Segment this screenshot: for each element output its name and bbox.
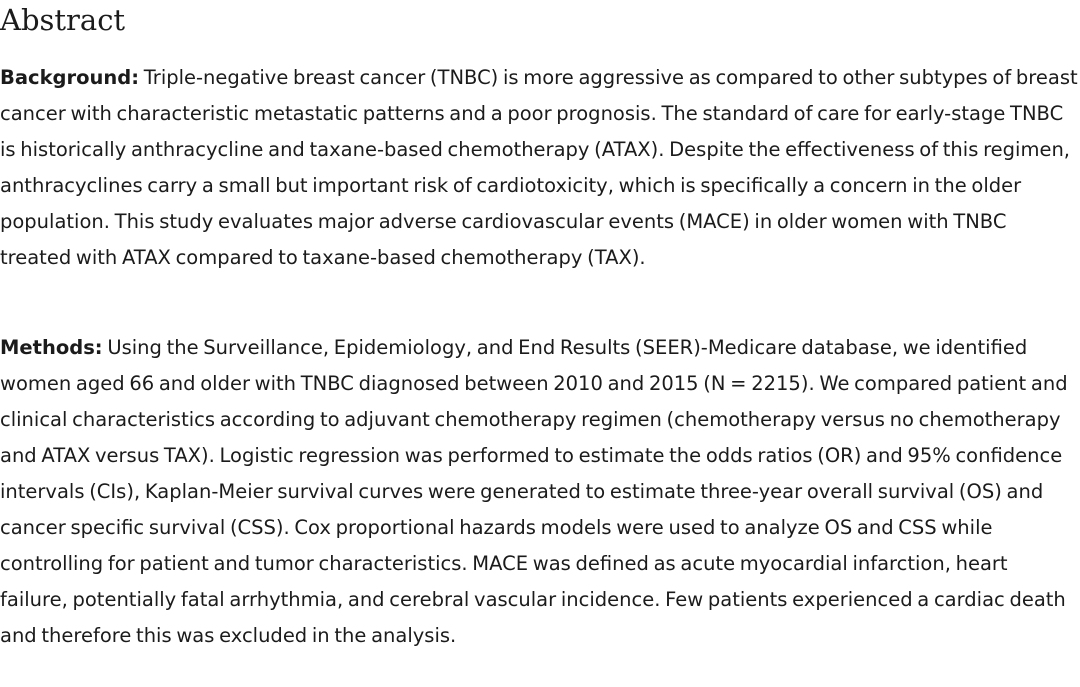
background-label: Background: (0, 66, 140, 89)
methods-text: Using the Surveillance, Epidemiology, an… (0, 336, 1068, 647)
abstract-heading: Abstract (0, 3, 126, 37)
background-text: Triple-negative breast cancer (TNBC) is … (0, 66, 1078, 269)
background-paragraph: Background: Triple-negative breast cance… (0, 60, 1078, 276)
methods-label: Methods: (0, 336, 103, 359)
methods-paragraph: Methods: Using the Surveillance, Epidemi… (0, 330, 1078, 654)
